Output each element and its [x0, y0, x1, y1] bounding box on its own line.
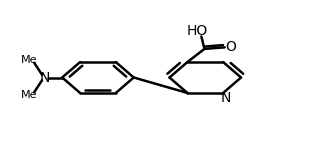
- Text: N: N: [39, 71, 50, 84]
- Text: O: O: [225, 40, 236, 54]
- Text: HO: HO: [187, 24, 208, 38]
- Text: N: N: [221, 91, 231, 105]
- Text: Me: Me: [21, 55, 38, 65]
- Text: Me: Me: [21, 90, 38, 100]
